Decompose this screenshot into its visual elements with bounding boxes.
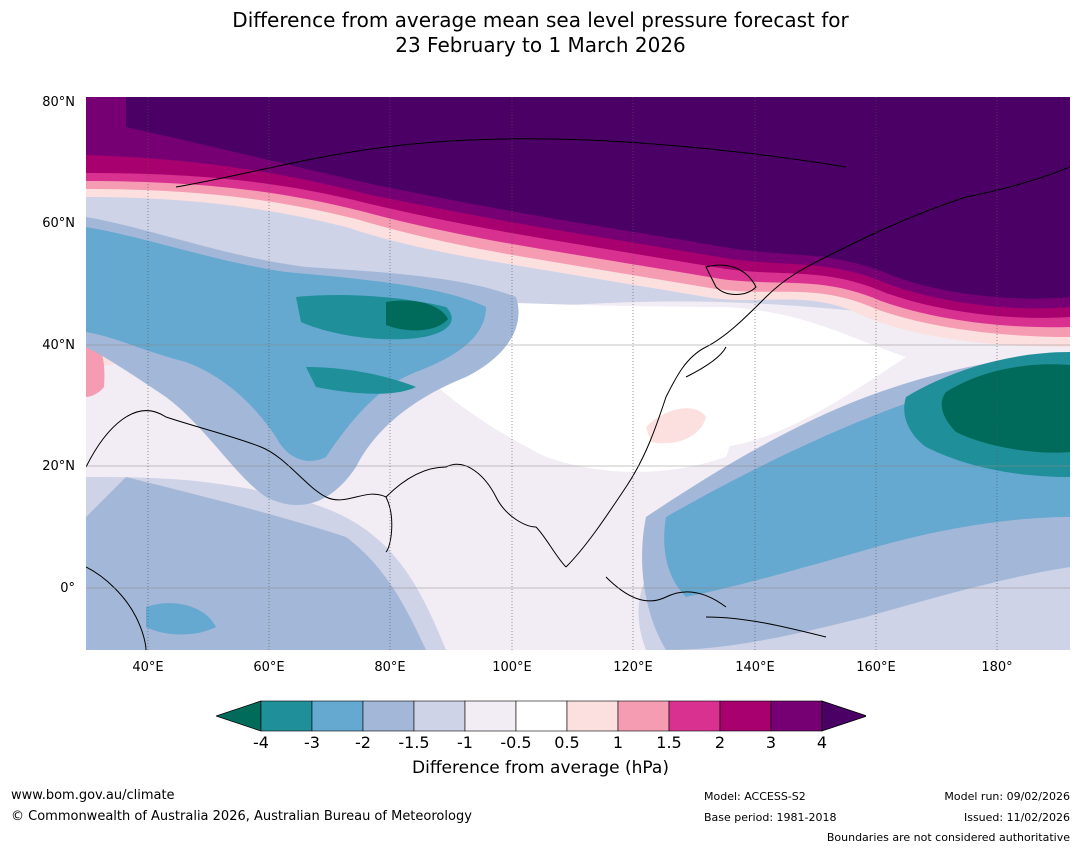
anomaly-fill-central-asia-minus-2 <box>86 227 486 461</box>
footer-issued: Issued: 11/02/2026 <box>963 811 1070 824</box>
meridians <box>147 97 998 650</box>
title-line-2: 23 February to 1 March 2026 <box>395 33 686 57</box>
colorbar-segment <box>362 700 415 732</box>
colorbar-extend-high <box>821 700 866 732</box>
colorbar <box>216 700 866 732</box>
lon-label-100e: 100°E <box>492 660 532 675</box>
anomaly-fill-central-asia-minus-4 <box>386 300 448 331</box>
colorbar-tick-label: -3 <box>304 733 320 752</box>
coastlines <box>86 138 1070 650</box>
colorbar-tick-label: 3 <box>765 733 777 752</box>
lat-label-80n: 80°N <box>42 95 75 110</box>
colorbar-segment <box>260 700 313 732</box>
lon-label-140e: 140°E <box>735 660 775 675</box>
colorbar-tick-label: 2 <box>714 733 726 752</box>
colorbar-tick-label: 1.5 <box>656 733 682 752</box>
colorbar-tick-label: -2 <box>355 733 371 752</box>
anomaly-fill-arabia-positive-1 <box>86 342 105 397</box>
anomaly-fill-pacific-minus-4 <box>941 364 1070 453</box>
colorbar-tick-label: 4 <box>816 733 828 752</box>
colorbar-tick-label: 1 <box>612 733 624 752</box>
colorbar-extend-low <box>216 700 262 732</box>
colorbar-tick-label: -1 <box>457 733 473 752</box>
lon-label-160e: 160°E <box>856 660 896 675</box>
graticule <box>86 344 1070 589</box>
footer-boundaries-note: Boundaries are not considered authoritat… <box>826 831 1070 844</box>
anomaly-fill-tibet-minus-3 <box>306 367 416 394</box>
anomaly-fill-philippine-sea-positive <box>646 408 706 444</box>
colorbar-label: Difference from average (hPa) <box>412 758 669 778</box>
map-canvas <box>86 97 1070 650</box>
colorbar-tick-label: -1.5 <box>398 733 430 752</box>
colorbar-segment <box>464 700 517 732</box>
pressure-anomaly-map <box>86 97 1070 650</box>
anomaly-fill-positive-4 <box>126 97 1070 299</box>
colorbar-segment <box>413 700 466 732</box>
lon-label-180: 180° <box>981 660 1013 675</box>
anomaly-fill-east-africa-minus-2 <box>146 603 216 635</box>
colorbar-segments <box>216 700 866 732</box>
footer-copyright: © Commonwealth of Australia 2026, Austra… <box>11 809 472 824</box>
lon-label-60e: 60°E <box>253 660 285 675</box>
footer-model-run: Model run: 09/02/2026 <box>944 790 1070 803</box>
lat-label-60n: 60°N <box>42 216 75 231</box>
lon-label-80e: 80°E <box>374 660 406 675</box>
colorbar-segment <box>566 700 619 732</box>
footer-base-period: Base period: 1981-2018 <box>704 811 837 824</box>
colorbar-tick-label: -0.5 <box>500 733 532 752</box>
title-line-1: Difference from average mean sea level p… <box>232 8 849 32</box>
lon-label-40e: 40°E <box>132 660 164 675</box>
colorbar-tick-label: 0.5 <box>554 733 580 752</box>
lon-label-120e: 120°E <box>613 660 653 675</box>
footer-website: www.bom.gov.au/climate <box>11 788 175 803</box>
colorbar-segment <box>770 700 823 732</box>
map-title: Difference from average mean sea level p… <box>0 8 1081 58</box>
colorbar-segment <box>311 700 364 732</box>
lat-label-40n: 40°N <box>42 338 75 353</box>
lat-label-0: 0° <box>60 581 75 596</box>
colorbar-segment <box>515 700 568 732</box>
colorbar-tick-label: -4 <box>253 733 269 752</box>
colorbar-segment <box>617 700 670 732</box>
colorbar-segment <box>719 700 772 732</box>
colorbar-segment <box>668 700 721 732</box>
anomaly-fill-neutral-south-asia <box>416 367 730 472</box>
footer-model: Model: ACCESS-S2 <box>704 790 806 803</box>
lat-label-20n: 20°N <box>42 459 75 474</box>
